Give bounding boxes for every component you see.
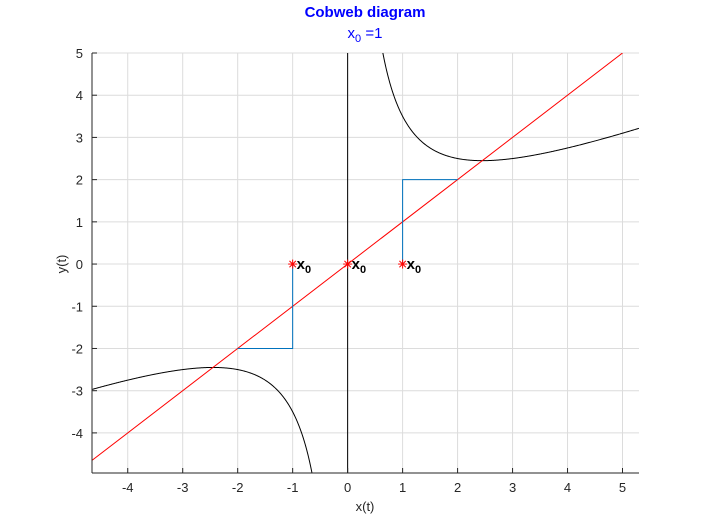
marker-label: x0 <box>297 256 311 276</box>
point-marker <box>398 259 408 269</box>
x-tick-label: -1 <box>287 480 299 495</box>
x-axis-label: x(t) <box>356 499 375 514</box>
marker-label-sub: 0 <box>360 264 366 276</box>
grid <box>92 52 639 473</box>
y-tick-label: -2 <box>71 341 83 356</box>
x-tick-label: 5 <box>619 480 626 495</box>
marker-stroke <box>289 260 297 268</box>
x-tick-label: 2 <box>454 480 461 495</box>
chart-title: Cobweb diagram <box>305 4 426 21</box>
x-tick-label: -4 <box>122 480 134 495</box>
subtitle-rest: =1 <box>361 25 382 42</box>
x-tick-label: 0 <box>344 480 351 495</box>
plot-area <box>92 53 639 473</box>
y-tick-label: 2 <box>76 173 83 188</box>
point-marker <box>343 259 353 269</box>
y-tick-label: 5 <box>76 46 83 61</box>
axes <box>91 52 639 474</box>
marker-stroke <box>344 260 352 268</box>
y-tick-label: 3 <box>76 130 83 145</box>
marker-label: x0 <box>352 256 366 276</box>
marker-label-sub: 0 <box>415 264 421 276</box>
chart-subtitle: x0 =1 <box>348 25 383 45</box>
subtitle-sub: 0 <box>355 33 361 45</box>
cobweb-path <box>237 264 294 349</box>
y-tick-label: 4 <box>76 88 83 103</box>
curve-right-branch <box>382 53 639 162</box>
identity-line <box>92 53 623 461</box>
marker-stroke <box>399 260 407 268</box>
cobweb-path <box>402 179 458 265</box>
x-tick-label: 3 <box>509 480 516 495</box>
marker-label-sub: 0 <box>305 264 311 276</box>
subtitle-main: x <box>348 25 356 42</box>
x-tick-label: -3 <box>177 480 189 495</box>
y-axis-label: y(t) <box>54 255 69 274</box>
marker-label-main: x <box>407 256 416 273</box>
y-tick-label: 1 <box>76 215 83 230</box>
y-tick-label: 0 <box>76 257 83 272</box>
x-tick-label: 1 <box>399 480 406 495</box>
y-tick-label: -4 <box>71 426 83 441</box>
marker-label-main: x <box>352 256 361 273</box>
y-tick-label: -3 <box>71 384 83 399</box>
point-marker <box>288 259 298 269</box>
x-tick-label: 4 <box>564 480 571 495</box>
plot-layer <box>92 53 639 473</box>
marker-label: x0 <box>407 256 421 276</box>
y-tick-label: -1 <box>71 299 83 314</box>
x-tick-label: -2 <box>232 480 244 495</box>
marker-label-main: x <box>297 256 306 273</box>
